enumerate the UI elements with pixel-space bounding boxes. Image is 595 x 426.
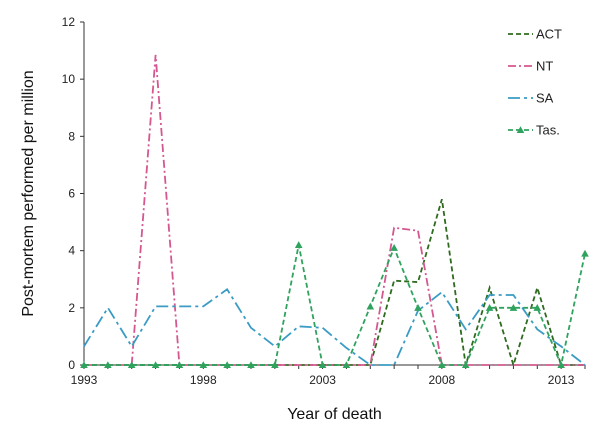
data-point-marker — [104, 361, 112, 369]
data-point-marker — [581, 249, 589, 257]
series-line-sa — [83, 288, 586, 366]
legend-label: SA — [536, 91, 554, 106]
data-point-marker — [533, 304, 542, 311]
legend-marker — [516, 126, 525, 134]
y-ticks: 0 2 4 6 8 10 12 — [62, 15, 84, 372]
legend-label: Tas. — [536, 123, 560, 138]
y-tick-label: 2 — [68, 301, 75, 315]
y-tick-label: 4 — [68, 244, 75, 258]
data-point-marker — [485, 304, 494, 311]
data-point-marker — [199, 361, 208, 369]
legend: ACT NT SA Tas. — [508, 27, 562, 138]
x-tick-label: 2003 — [309, 373, 336, 387]
data-point-marker — [271, 361, 279, 369]
y-tick-label: 10 — [62, 72, 76, 86]
data-point-marker — [557, 361, 565, 369]
data-point-marker — [461, 361, 470, 369]
x-tick-label: 1998 — [190, 373, 217, 387]
data-point-marker — [509, 304, 518, 311]
data-point-marker — [151, 361, 160, 369]
data-point-marker — [342, 361, 351, 369]
x-tick-label: 2013 — [548, 373, 575, 387]
series-line-nt — [84, 54, 585, 366]
data-point-marker — [223, 361, 231, 369]
y-tick-label: 6 — [68, 187, 75, 201]
data-point-marker — [390, 244, 398, 251]
y-axis-title: Post-mortem performed per million — [20, 70, 37, 316]
data-point-marker — [438, 361, 446, 369]
data-point-marker — [414, 304, 422, 311]
x-ticks: 1993 1998 2003 2008 2013 — [71, 365, 586, 387]
x-tick-label: 1993 — [71, 373, 98, 387]
data-point-marker — [175, 361, 184, 369]
legend-label: NT — [536, 59, 553, 74]
data-point-marker — [366, 302, 375, 310]
data-point-marker — [318, 361, 327, 369]
data-point-marker — [80, 361, 88, 369]
data-point-marker — [127, 361, 136, 369]
y-tick-label: 12 — [62, 15, 76, 29]
x-tick-label: 2008 — [429, 373, 456, 387]
legend-label: ACT — [536, 27, 562, 42]
data-point-marker — [294, 241, 303, 248]
axes — [83, 22, 585, 366]
series-line-tas — [84, 244, 586, 369]
y-tick-label: 8 — [68, 129, 75, 143]
y-tick-label: 0 — [68, 358, 75, 372]
series — [80, 54, 589, 369]
x-axis-title: Year of death — [287, 406, 382, 423]
series-line-act — [84, 198, 585, 369]
data-point-marker — [247, 361, 255, 369]
